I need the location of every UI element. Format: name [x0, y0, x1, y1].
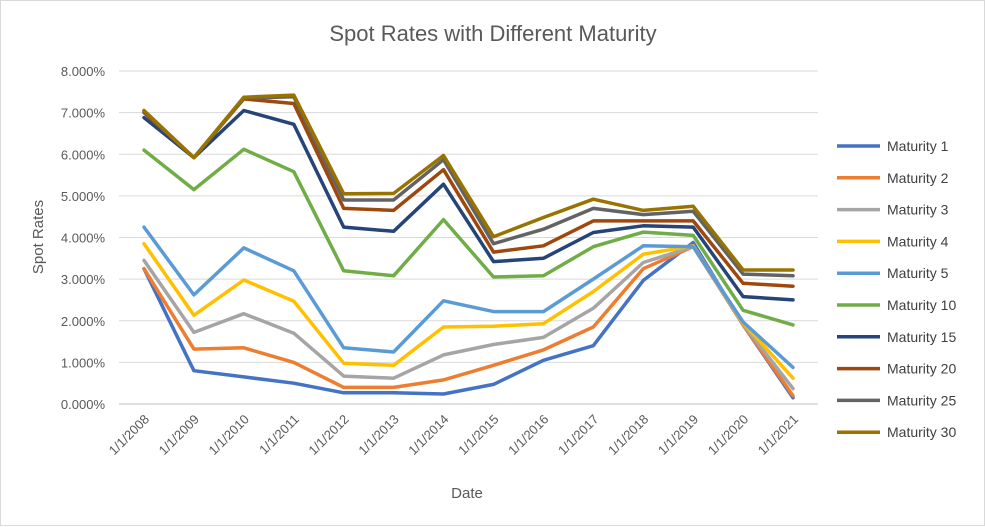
series-line-maturity-4: [142, 241, 795, 380]
y-axis-ticks: 0.000% 1.000% 2.000% 3.000% 4.000% 5.000% 6.00…: [61, 64, 106, 412]
legend-label: Maturity 1: [887, 138, 949, 154]
series-line-maturity-1: [142, 240, 795, 400]
series-line-maturity-30: [142, 93, 795, 272]
legend-label: Maturity 15: [887, 329, 956, 345]
x-tick-label: 1/1/2020: [705, 412, 751, 458]
x-tick-label: 1/1/2008: [106, 412, 152, 458]
legend-label: Maturity 25: [887, 392, 956, 408]
y-tick-label: 0.000%: [61, 397, 106, 412]
y-tick-label: 4.000%: [61, 231, 106, 246]
series-line-maturity-10: [142, 147, 795, 327]
y-tick-label: 7.000%: [61, 106, 106, 121]
x-tick-label: 1/1/2017: [555, 412, 601, 458]
x-tick-label: 1/1/2012: [305, 412, 351, 458]
legend-label: Maturity 2: [887, 170, 949, 186]
y-tick-label: 1.000%: [61, 355, 106, 370]
series-line-maturity-5: [142, 225, 795, 370]
legend: Maturity 1 Maturity 2 Maturity 3 Maturity 4…: [837, 138, 956, 440]
y-tick-label: 6.000%: [61, 147, 106, 162]
x-tick-label: 1/1/2021: [755, 412, 801, 458]
y-tick-label: 3.000%: [61, 272, 106, 287]
x-tick-label: 1/1/2019: [655, 412, 701, 458]
legend-label: Maturity 3: [887, 202, 949, 218]
legend-label: Maturity 5: [887, 265, 949, 281]
series-line-maturity-20: [142, 97, 795, 288]
series-lines: [142, 93, 795, 400]
x-tick-label: 1/1/2014: [405, 412, 451, 458]
x-tick-label: 1/1/2016: [505, 412, 551, 458]
series-line-maturity-3: [142, 244, 795, 391]
y-axis-title: Spot Rates: [30, 200, 47, 274]
y-tick-label: 5.000%: [61, 189, 106, 204]
y-tick-label: 8.000%: [61, 64, 106, 79]
x-tick-label: 1/1/2013: [355, 412, 401, 458]
x-tick-label: 1/1/2011: [256, 412, 302, 458]
y-tick-label: 2.000%: [61, 314, 106, 329]
x-tick-label: 1/1/2010: [206, 412, 252, 458]
x-tick-label: 1/1/2015: [455, 412, 501, 458]
x-axis-title: Date: [451, 485, 483, 502]
chart-title: Spot Rates with Different Maturity: [329, 21, 656, 46]
legend-label: Maturity 20: [887, 361, 956, 377]
x-axis-ticks: 1/1/2008 1/1/2009 1/1/2010 1/1/2011 1/1/2012…: [106, 412, 801, 458]
legend-label: Maturity 30: [887, 424, 956, 440]
series-line-maturity-15: [142, 108, 795, 302]
legend-label: Maturity 4: [887, 233, 949, 249]
x-tick-label: 1/1/2018: [605, 412, 651, 458]
x-tick-label: 1/1/2009: [156, 412, 202, 458]
legend-label: Maturity 10: [887, 297, 956, 313]
